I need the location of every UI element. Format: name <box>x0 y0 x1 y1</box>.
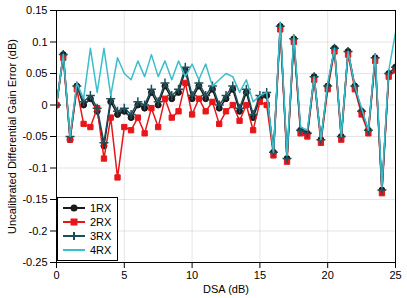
svg-text:0.15: 0.15 <box>26 4 47 16</box>
svg-text:15: 15 <box>254 269 266 281</box>
svg-text:0: 0 <box>53 269 59 281</box>
svg-text:-0.25: -0.25 <box>22 256 47 268</box>
svg-text:-0.15: -0.15 <box>22 193 47 205</box>
svg-text:-0.2: -0.2 <box>29 225 48 237</box>
html-text:4RX: 4RX <box>90 244 112 256</box>
svg-text:-0.1: -0.1 <box>29 162 48 174</box>
svg-text:0.05: 0.05 <box>26 67 47 79</box>
svg-text:0.1: 0.1 <box>32 36 47 48</box>
svg-text:25: 25 <box>389 269 401 281</box>
html-text:3RX: 3RX <box>90 230 112 242</box>
svg-text:-0.05: -0.05 <box>22 130 47 142</box>
html-text:2RX: 2RX <box>90 216 112 228</box>
svg-text:0: 0 <box>41 99 47 111</box>
html-text:1RX: 1RX <box>90 202 112 214</box>
svg-text:DSA (dB): DSA (dB) <box>203 283 249 295</box>
svg-text:20: 20 <box>322 269 334 281</box>
svg-text:10: 10 <box>186 269 198 281</box>
svg-text:5: 5 <box>121 269 127 281</box>
svg-text:Uncalibrated Differential Gain: Uncalibrated Differential Gain Error (dB… <box>6 39 18 234</box>
